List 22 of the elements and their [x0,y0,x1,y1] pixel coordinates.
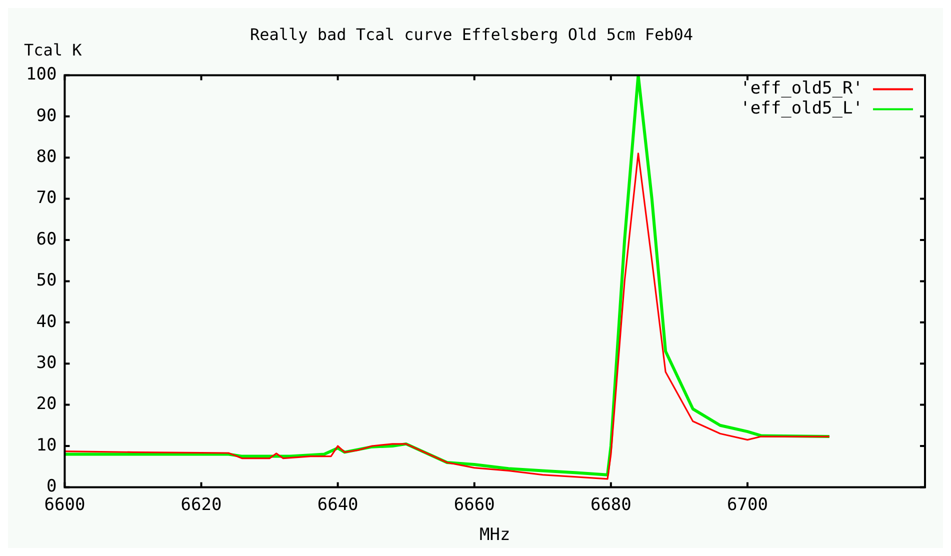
y-tick-label: 90 [36,106,57,126]
y-tick-label: 30 [36,353,57,374]
y-tick-label: 50 [36,270,57,291]
x-tick-label: 6680 [590,494,632,515]
y-axis-title: Tcal K [24,40,82,60]
legend-label: 'eff_old5_R' [740,78,863,99]
y-tick-label: 0 [46,476,57,497]
y-tick-label: 60 [36,229,57,250]
x-axis-title: MHz [479,525,510,546]
y-tick-label: 70 [36,188,57,208]
y-tick-label: 10 [36,435,57,456]
chart-title: Really bad Tcal curve Effelsberg Old 5cm Feb04 [250,24,694,44]
x-tick-label: 6700 [727,494,768,515]
legend-label: 'eff_old5_L' [740,98,863,119]
y-tick-label: 20 [36,394,57,414]
x-tick-label: 6600 [44,494,86,515]
x-tick-label: 6640 [317,494,358,515]
y-tick-label: 80 [36,147,57,168]
x-tick-label: 6660 [454,494,495,515]
y-tick-label: 100 [26,64,57,85]
x-tick-label: 6620 [180,494,222,515]
y-tick-label: 40 [36,312,57,332]
